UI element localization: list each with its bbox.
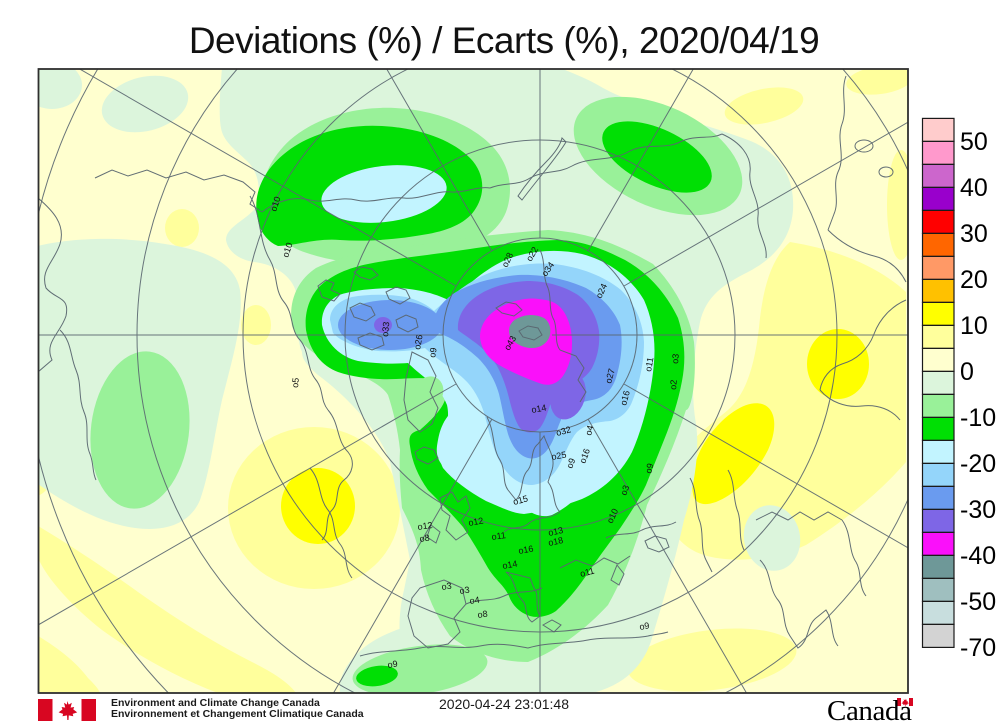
svg-text:10: 10 — [960, 312, 988, 340]
svg-text:o33: o33 — [380, 321, 391, 337]
svg-text:o27: o27 — [603, 367, 617, 384]
svg-text:o3: o3 — [459, 585, 470, 596]
svg-text:o2: o2 — [668, 379, 679, 390]
svg-text:20: 20 — [960, 266, 988, 294]
svg-text:30: 30 — [960, 220, 988, 248]
svg-text:o16: o16 — [618, 389, 632, 406]
svg-text:40: 40 — [960, 174, 988, 202]
svg-text:o3: o3 — [441, 581, 452, 592]
svg-text:o8: o8 — [419, 533, 430, 544]
svg-text:o3: o3 — [670, 353, 681, 364]
svg-text:o9: o9 — [639, 620, 651, 632]
svg-text:o32: o32 — [555, 424, 572, 438]
svg-text:o13: o13 — [547, 525, 564, 538]
svg-text:o14: o14 — [531, 403, 548, 415]
svg-text:-30: -30 — [960, 496, 996, 524]
svg-text:o10: o10 — [280, 241, 294, 258]
svg-text:o25: o25 — [551, 450, 568, 462]
svg-text:o11: o11 — [643, 356, 655, 372]
svg-text:o9: o9 — [427, 347, 439, 359]
svg-text:o16: o16 — [577, 447, 592, 465]
svg-text:o9: o9 — [387, 659, 398, 670]
svg-text:o4: o4 — [469, 595, 480, 606]
svg-text:o9: o9 — [564, 457, 577, 470]
svg-text:50: 50 — [960, 128, 988, 156]
svg-text:o3: o3 — [618, 484, 631, 497]
svg-text:o10: o10 — [268, 195, 282, 212]
svg-text:0: 0 — [960, 358, 974, 386]
svg-text:-50: -50 — [960, 588, 996, 616]
svg-text:o12: o12 — [417, 520, 433, 532]
svg-text:o12: o12 — [468, 516, 485, 528]
svg-text:o18: o18 — [547, 535, 564, 548]
svg-text:o4: o4 — [583, 424, 595, 436]
svg-text:-20: -20 — [960, 450, 996, 478]
svg-text:o5: o5 — [290, 377, 301, 388]
svg-text:-70: -70 — [960, 634, 996, 662]
svg-text:o26: o26 — [412, 334, 424, 351]
svg-text:o11: o11 — [491, 530, 507, 542]
svg-text:o16: o16 — [518, 544, 535, 556]
svg-text:o14: o14 — [502, 559, 519, 571]
svg-text:o8: o8 — [477, 609, 488, 620]
svg-text:-10: -10 — [960, 404, 996, 432]
svg-text:o9: o9 — [643, 462, 655, 474]
svg-text:-40: -40 — [960, 542, 996, 570]
svg-text:o11: o11 — [579, 566, 595, 579]
svg-text:o15: o15 — [512, 493, 529, 507]
